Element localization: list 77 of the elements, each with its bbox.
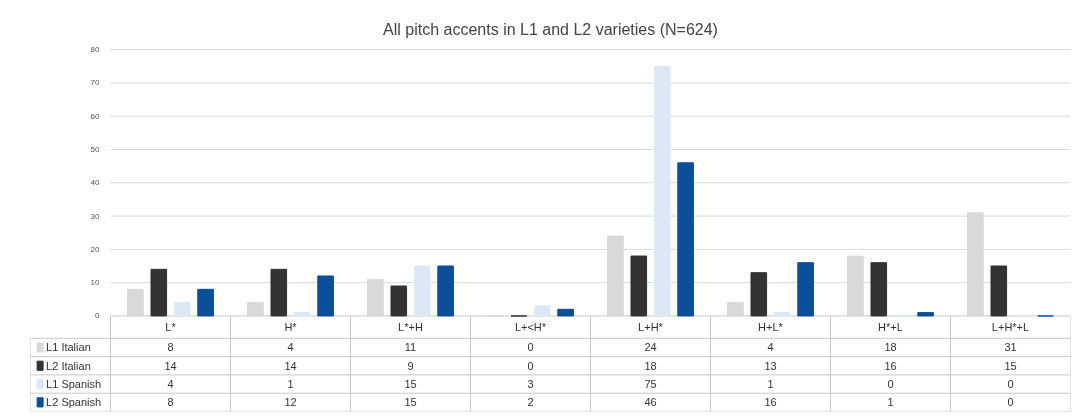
data-label: 2	[527, 396, 534, 409]
bar	[557, 308, 574, 317]
data-label: 15	[404, 378, 417, 391]
data-label: 4	[287, 341, 294, 354]
bar	[677, 162, 694, 317]
data-label: 15	[1004, 359, 1017, 372]
data-label: 75	[644, 378, 657, 391]
legend-label: L1 Spanish	[46, 378, 102, 391]
data-label: 15	[404, 396, 417, 409]
data-label: 0	[1007, 378, 1014, 391]
data-label: 16	[884, 359, 897, 372]
data-label: 1	[287, 378, 294, 391]
x-tick-label: L+<H*	[514, 321, 547, 334]
y-tick-label: 60	[90, 111, 101, 121]
data-label: 9	[407, 359, 414, 372]
bar	[247, 302, 264, 317]
data-label: 4	[767, 341, 774, 354]
data-label: 18	[644, 359, 657, 372]
data-label: 12	[284, 396, 297, 409]
y-tick-label: 10	[90, 278, 101, 288]
bar	[150, 268, 168, 317]
y-tick-label: 20	[90, 244, 101, 254]
x-tick-label: L+H*+L	[991, 321, 1030, 334]
x-tick-label: H*+L	[878, 321, 903, 334]
bar	[437, 265, 454, 317]
y-tick-label: 70	[90, 78, 101, 88]
x-tick-label: L*	[165, 321, 177, 334]
bar	[750, 272, 768, 317]
bar	[653, 65, 671, 317]
data-label: 13	[764, 359, 777, 372]
data-label: 0	[1007, 396, 1014, 409]
data-label: 4	[167, 378, 174, 391]
bar	[413, 265, 431, 317]
bar	[197, 288, 214, 317]
y-tick-label: 40	[90, 178, 101, 188]
data-label: 3	[527, 378, 534, 391]
legend-label: L2 Italian	[46, 359, 91, 372]
x-tick-label: L+H*	[638, 321, 664, 334]
bar	[773, 312, 791, 317]
y-tick-label: 80	[90, 45, 101, 55]
data-label: 0	[527, 341, 534, 354]
x-tick-label: L*+H	[398, 321, 423, 334]
bar	[797, 262, 814, 317]
bar	[870, 262, 888, 317]
data-label: 24	[644, 341, 657, 354]
x-tick-label: H*	[284, 321, 298, 334]
bar	[317, 275, 334, 317]
bar	[533, 305, 551, 317]
data-label: 1	[767, 378, 774, 391]
data-label: 14	[284, 359, 297, 372]
data-label: 16	[764, 396, 777, 409]
bar	[127, 288, 144, 317]
bar	[390, 285, 408, 317]
data-label: 0	[887, 378, 894, 391]
data-label: 11	[404, 341, 417, 354]
legend-label: L1 Italian	[46, 341, 91, 354]
bar	[293, 312, 311, 317]
data-label: 1	[887, 396, 894, 409]
y-tick-label: 30	[90, 211, 101, 221]
bar	[270, 268, 288, 317]
data-label: 8	[167, 396, 174, 409]
bar	[173, 302, 191, 317]
chart-title: All pitch accents in L1 and L2 varieties (N=624)	[383, 20, 718, 38]
legend-label: L2 Spanish	[46, 396, 102, 409]
data-label: 31	[1004, 341, 1017, 354]
data-label: 46	[644, 396, 657, 409]
y-tick-label: 50	[90, 144, 101, 154]
data-label: 18	[884, 341, 897, 354]
x-tick-label: H+L*	[758, 321, 784, 334]
bar	[990, 265, 1008, 317]
bar	[727, 302, 744, 317]
bar	[630, 255, 648, 317]
data-label: 8	[167, 341, 174, 354]
y-tick-label: 0	[95, 311, 101, 321]
data-label: 14	[164, 359, 177, 372]
data-label: 0	[527, 359, 534, 372]
bar	[917, 312, 934, 317]
